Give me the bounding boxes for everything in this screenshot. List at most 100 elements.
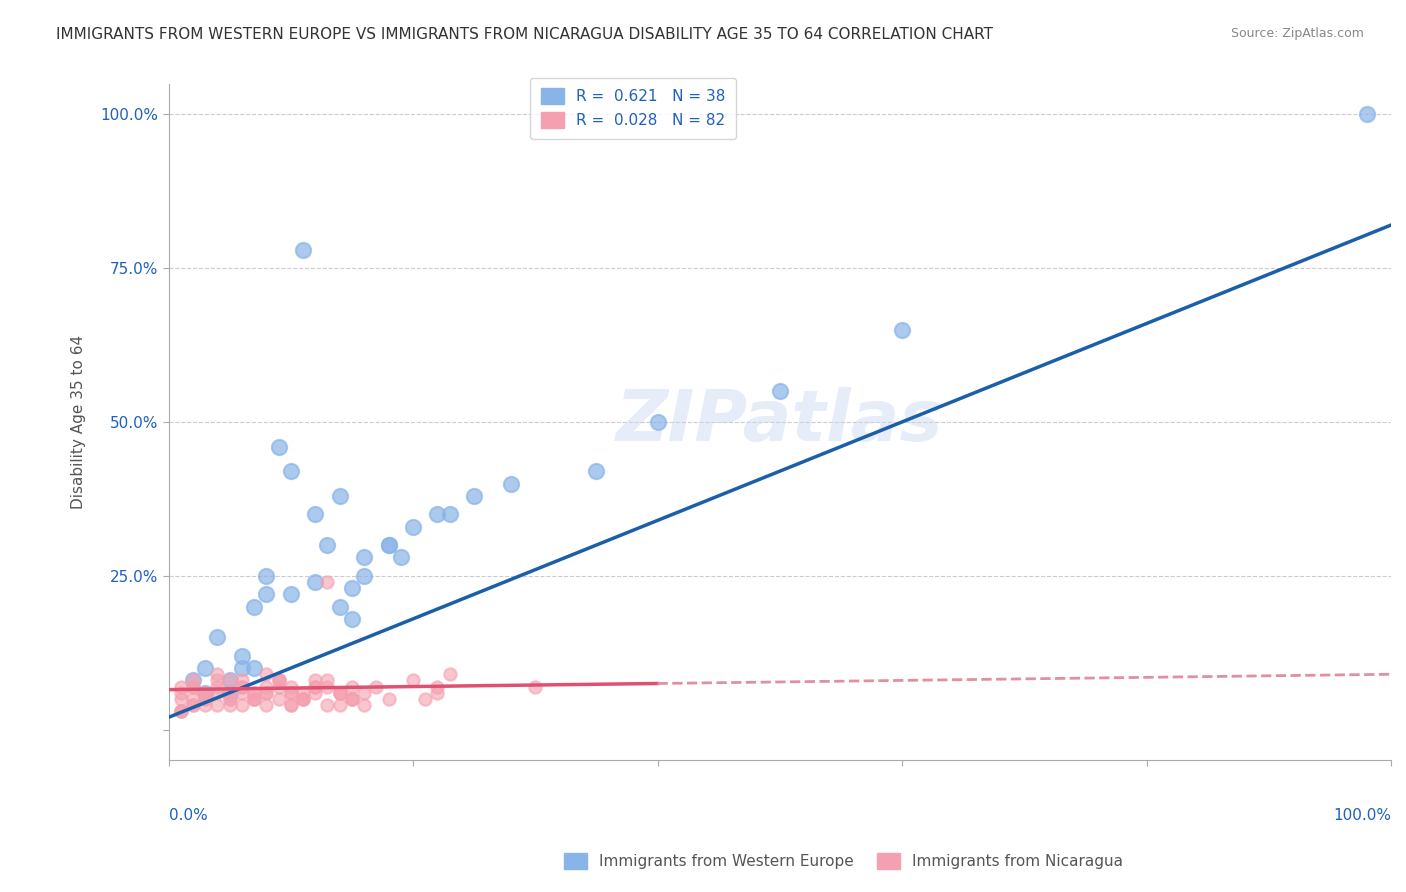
- Point: [316, 574, 339, 589]
- Point: [402, 519, 425, 533]
- Point: [280, 587, 302, 601]
- Point: [280, 680, 302, 694]
- Text: IMMIGRANTS FROM WESTERN EUROPE VS IMMIGRANTS FROM NICARAGUA DISABILITY AGE 35 TO: IMMIGRANTS FROM WESTERN EUROPE VS IMMIGR…: [56, 27, 993, 42]
- Point: [194, 698, 217, 712]
- Point: [194, 691, 217, 706]
- Point: [254, 686, 277, 700]
- Point: [329, 489, 352, 503]
- Point: [340, 581, 363, 595]
- Point: [231, 648, 253, 663]
- Point: [170, 704, 193, 718]
- Point: [231, 673, 253, 688]
- Point: [439, 667, 461, 681]
- Point: [340, 612, 363, 626]
- Point: [340, 691, 363, 706]
- Point: [340, 691, 363, 706]
- Point: [316, 698, 339, 712]
- Point: [243, 661, 266, 675]
- Point: [267, 673, 290, 688]
- Text: 100.0%: 100.0%: [1333, 808, 1391, 822]
- Point: [170, 704, 193, 718]
- Point: [207, 673, 229, 688]
- Point: [181, 698, 204, 712]
- Point: [377, 538, 399, 552]
- Point: [267, 673, 290, 688]
- Text: 0.0%: 0.0%: [169, 808, 207, 822]
- Legend: R =  0.621   N = 38, R =  0.028   N = 82: R = 0.621 N = 38, R = 0.028 N = 82: [530, 78, 735, 138]
- Point: [254, 587, 277, 601]
- Y-axis label: Disability Age 35 to 64: Disability Age 35 to 64: [72, 334, 86, 509]
- Point: [292, 243, 315, 257]
- Point: [254, 686, 277, 700]
- Point: [280, 698, 302, 712]
- Point: [353, 569, 375, 583]
- Point: [181, 698, 204, 712]
- Point: [218, 691, 240, 706]
- Text: ZIPatlas: ZIPatlas: [616, 387, 943, 457]
- Point: [170, 686, 193, 700]
- Point: [439, 508, 461, 522]
- Point: [304, 680, 326, 694]
- Point: [280, 464, 302, 478]
- Point: [499, 476, 522, 491]
- Point: [231, 661, 253, 675]
- Point: [243, 691, 266, 706]
- Point: [340, 691, 363, 706]
- Point: [353, 550, 375, 565]
- Point: [353, 686, 375, 700]
- Point: [524, 680, 547, 694]
- Point: [254, 569, 277, 583]
- Point: [316, 538, 339, 552]
- Point: [254, 680, 277, 694]
- Point: [267, 440, 290, 454]
- Point: [194, 686, 217, 700]
- Point: [243, 686, 266, 700]
- Point: [194, 686, 217, 700]
- Point: [267, 680, 290, 694]
- Point: [218, 686, 240, 700]
- Point: [207, 667, 229, 681]
- Point: [426, 686, 449, 700]
- Point: [292, 691, 315, 706]
- Point: [402, 673, 425, 688]
- Point: [170, 691, 193, 706]
- Point: [329, 599, 352, 614]
- Point: [280, 698, 302, 712]
- Point: [304, 508, 326, 522]
- Point: [218, 686, 240, 700]
- Point: [304, 686, 326, 700]
- Text: Source: ZipAtlas.com: Source: ZipAtlas.com: [1230, 27, 1364, 40]
- Point: [389, 550, 412, 565]
- Point: [194, 661, 217, 675]
- Point: [366, 680, 388, 694]
- Point: [231, 680, 253, 694]
- Point: [426, 680, 449, 694]
- Point: [207, 631, 229, 645]
- Point: [267, 691, 290, 706]
- Point: [170, 680, 193, 694]
- Point: [304, 680, 326, 694]
- Point: [377, 538, 399, 552]
- Point: [340, 680, 363, 694]
- Point: [243, 691, 266, 706]
- Point: [181, 691, 204, 706]
- Point: [353, 698, 375, 712]
- Point: [292, 691, 315, 706]
- Point: [254, 698, 277, 712]
- Point: [280, 686, 302, 700]
- Point: [647, 415, 669, 429]
- Point: [207, 680, 229, 694]
- Point: [181, 673, 204, 688]
- Point: [891, 323, 914, 337]
- Point: [218, 673, 240, 688]
- Point: [243, 599, 266, 614]
- Point: [329, 686, 352, 700]
- Point: [231, 680, 253, 694]
- Point: [377, 691, 399, 706]
- Point: [218, 698, 240, 712]
- Point: [231, 686, 253, 700]
- Point: [254, 667, 277, 681]
- Point: [1355, 107, 1378, 121]
- Point: [207, 698, 229, 712]
- Point: [243, 686, 266, 700]
